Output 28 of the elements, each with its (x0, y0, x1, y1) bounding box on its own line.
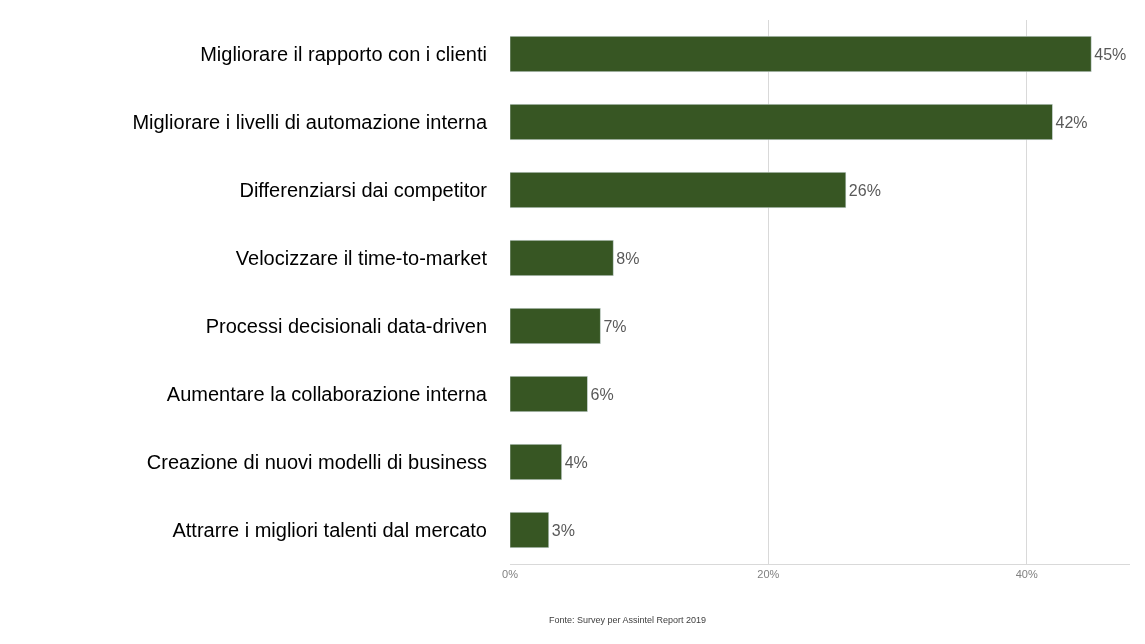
data-label: 6% (590, 385, 614, 403)
data-label: 45% (1094, 45, 1127, 63)
data-label: 42% (1055, 113, 1088, 131)
y-tick-label: Creazione di nuovi modelli di business (146, 451, 487, 473)
data-label: 26% (848, 181, 881, 199)
data-label: 8% (616, 249, 640, 267)
bar (510, 308, 601, 344)
data-label: 7% (603, 317, 627, 335)
y-tick-label: Velocizzare il time-to-market (235, 247, 488, 269)
x-tick-label: 40% (1015, 568, 1038, 581)
data-label: 4% (564, 453, 588, 471)
bar (510, 240, 614, 276)
y-tick-label: Migliorare i livelli di automazione interna (132, 111, 488, 133)
source-note: Fonte: Survey per Assintel Report 2019 (549, 615, 707, 625)
y-tick-label: Aumentare la collaborazione interna (166, 383, 488, 405)
bar (510, 172, 847, 208)
x-tick-label: 20% (757, 568, 780, 581)
bar (510, 104, 1053, 140)
y-tick-label: Migliorare il rapporto con i clienti (200, 43, 487, 65)
x-tick-label: 0% (502, 568, 519, 581)
y-tick-label: Attrarre i migliori talenti dal mercato (172, 519, 487, 541)
bar (510, 444, 562, 480)
y-tick-label: Differenziarsi dai competitor (239, 179, 488, 201)
bar (510, 36, 1092, 72)
bar (510, 512, 549, 548)
y-tick-label: Processi decisionali data-driven (205, 315, 487, 337)
data-label: 3% (551, 521, 575, 539)
bar (510, 376, 588, 412)
